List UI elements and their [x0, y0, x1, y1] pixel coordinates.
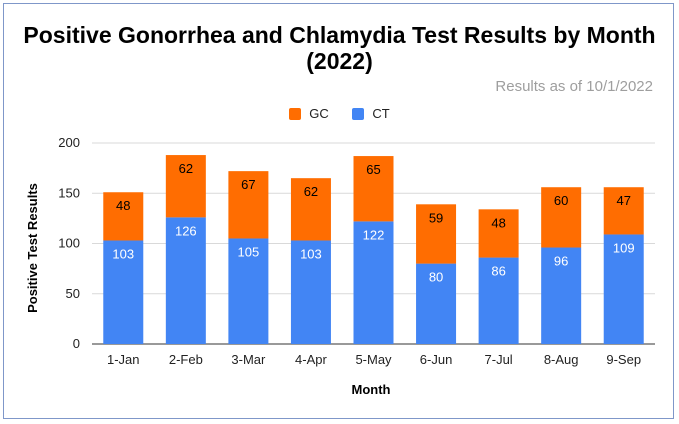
legend-swatch-ct — [352, 107, 365, 120]
bars: 103 48 126 62 105 67 103 62 122 65 80 59 86 48 96 60 109… — [103, 155, 644, 344]
data-label-gc-3-Mar: 67 — [241, 177, 255, 192]
y-tick-label: 200 — [58, 135, 80, 150]
legend-label-gc: GC — [309, 106, 329, 121]
legend-swatch-gc — [289, 107, 302, 120]
bar-ct-4-Apr — [290, 240, 331, 344]
data-label-gc-7-Jul: 48 — [491, 215, 505, 230]
bar-ct-1-Jan — [103, 240, 144, 344]
x-tick-label: 1-Jan — [107, 352, 140, 367]
data-label-ct-6-Jun: 80 — [429, 270, 443, 285]
bar-gc-7-Jul — [478, 209, 519, 258]
data-label-gc-1-Jan: 48 — [116, 198, 130, 213]
y-tick-label: 100 — [58, 236, 80, 251]
data-label-gc-5-May: 65 — [366, 162, 380, 177]
data-label-ct-9-Sep: 109 — [613, 240, 635, 255]
bar-gc-9-Sep — [603, 187, 644, 235]
x-axis-title: Month — [352, 382, 391, 397]
y-tick-label: 150 — [58, 185, 80, 200]
data-label-ct-2-Feb: 126 — [175, 223, 197, 238]
data-label-gc-6-Jun: 59 — [429, 210, 443, 225]
data-label-gc-2-Feb: 62 — [179, 161, 193, 176]
bar-ct-8-Aug — [541, 247, 582, 344]
bar-ct-2-Feb — [165, 217, 206, 344]
bar-ct-3-Mar — [228, 238, 269, 344]
x-tick-label: 7-Jul — [485, 352, 513, 367]
data-label-ct-1-Jan: 103 — [112, 246, 134, 261]
bar-gc-5-May — [353, 156, 394, 222]
bar-ct-6-Jun — [416, 263, 457, 344]
chart-subtitle: Results as of 10/1/2022 — [495, 78, 653, 95]
x-tick-label: 9-Sep — [606, 352, 641, 367]
y-axis-title: Positive Test Results — [25, 183, 40, 313]
data-label-gc-4-Apr: 62 — [304, 184, 318, 199]
legend-label-ct: CT — [372, 106, 390, 121]
x-tick-label: 4-Apr — [295, 352, 327, 367]
bar-gc-1-Jan — [103, 192, 144, 241]
x-tick-label: 3-Mar — [231, 352, 266, 367]
data-label-ct-4-Apr: 103 — [300, 246, 322, 261]
bar-gc-8-Aug — [541, 187, 582, 248]
bar-gc-3-Mar — [228, 171, 269, 239]
bar-gc-4-Apr — [290, 178, 331, 241]
x-tick-label: 8-Aug — [544, 352, 579, 367]
y-tick-label: 0 — [73, 336, 80, 351]
x-tick-label: 5-May — [355, 352, 392, 367]
data-label-gc-9-Sep: 47 — [616, 193, 630, 208]
data-label-ct-5-May: 122 — [363, 227, 385, 242]
chart-title: Positive Gonorrhea and Chlamydia Test Re… — [23, 22, 656, 74]
bar-gc-6-Jun — [416, 204, 457, 264]
y-tick-label: 50 — [66, 286, 80, 301]
legend-item-ct: CT — [352, 106, 390, 121]
axes: 0 50 100 150 200 1-Jan 2-Feb 3-Mar 4-Apr 5-May 6-J… — [58, 135, 641, 367]
data-label-gc-8-Aug: 60 — [554, 193, 568, 208]
data-label-ct-7-Jul: 86 — [491, 264, 505, 279]
bar-ct-7-Jul — [478, 257, 519, 344]
bar-ct-5-May — [353, 221, 394, 344]
x-tick-label: 2-Feb — [169, 352, 203, 367]
x-tick-label: 6-Jun — [420, 352, 453, 367]
legend: GC CT — [0, 106, 679, 123]
bar-gc-2-Feb — [165, 155, 206, 218]
data-label-ct-3-Mar: 105 — [238, 244, 260, 259]
bar-ct-9-Sep — [603, 234, 644, 344]
legend-item-gc: GC — [289, 106, 329, 121]
data-label-ct-8-Aug: 96 — [554, 254, 568, 269]
